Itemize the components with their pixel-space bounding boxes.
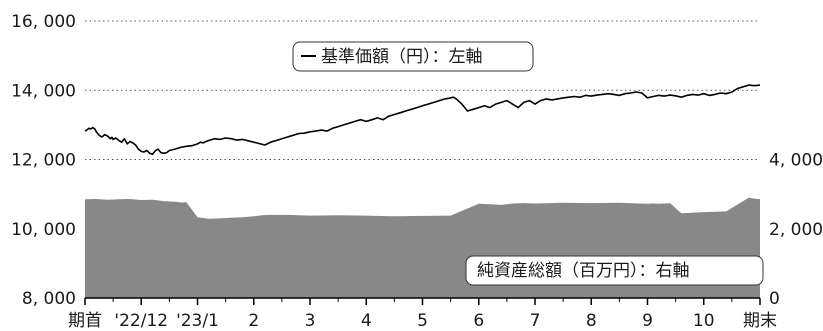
left-axis-ticks: 8, 000 10, 000 12, 000 14, 000 16, 000 — [11, 12, 76, 309]
right-axis-ticks: 0 2, 000 4, 000 — [769, 151, 823, 310]
legend-net-assets-label: 純資産総額（百万円）：右軸 — [477, 261, 690, 281]
left-tick-label: 16, 000 — [11, 12, 76, 32]
x-tick-label: 4 — [361, 311, 372, 331]
x-tick-label: 7 — [530, 311, 541, 331]
x-tick-label: 6 — [473, 311, 484, 331]
x-tick-label: 5 — [417, 311, 428, 331]
nav-line-layer — [84, 84, 761, 156]
x-tick-label: '22/12 — [114, 311, 168, 331]
right-tick-label: 4, 000 — [769, 151, 823, 171]
right-tick-label: 0 — [769, 289, 780, 309]
x-tick-label: 10 — [693, 311, 715, 331]
legend-net-assets: 純資産総額（百万円）：右軸 — [465, 255, 764, 286]
legend-nav: 基準価額（円）：左軸 — [292, 41, 534, 72]
nav-line — [84, 84, 761, 156]
x-tick-label: '23/1 — [176, 311, 219, 331]
left-tick-label: 10, 000 — [11, 220, 76, 240]
left-tick-label: 14, 000 — [11, 81, 76, 101]
x-tick-label: 3 — [305, 311, 316, 331]
legend-nav-label: 基準価額（円）：左軸 — [321, 47, 483, 67]
right-tick-label: 2, 000 — [769, 220, 823, 240]
x-tick-label: 期首 — [68, 311, 102, 331]
x-axis-ticks: 期首 '22/12 '23/1 2 3 4 5 6 7 8 9 10 期末 — [68, 298, 777, 331]
x-tick-label: 8 — [586, 311, 597, 331]
left-tick-label: 12, 000 — [11, 151, 76, 171]
x-tick-label: 期末 — [743, 311, 777, 331]
x-tick-label: 9 — [642, 311, 653, 331]
left-tick-label: 8, 000 — [22, 289, 76, 309]
x-tick-label: 2 — [248, 311, 259, 331]
